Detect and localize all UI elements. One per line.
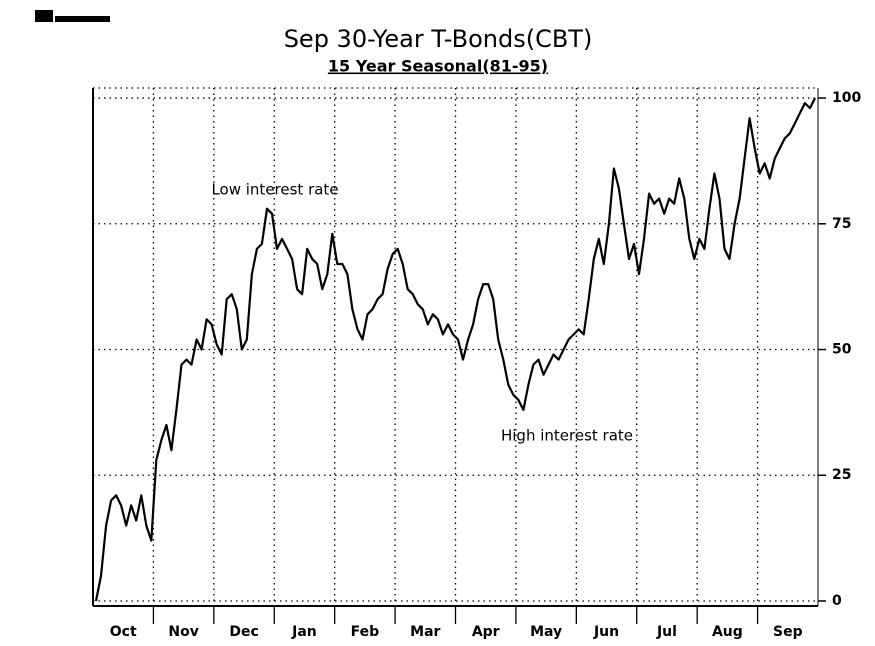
y-tick-label: 25	[832, 467, 851, 483]
chart-title: Sep 30-Year T-Bonds(CBT)	[284, 25, 593, 53]
x-tick-label: Feb	[351, 624, 380, 640]
y-tick-label: 50	[832, 342, 852, 358]
chart-subtitle: 15 Year Seasonal(81-95)	[328, 57, 548, 76]
logo-text	[55, 16, 110, 22]
x-tick-label: Apr	[472, 624, 500, 640]
x-tick-label: Jun	[593, 624, 619, 640]
x-tick-label: Oct	[110, 624, 137, 640]
x-tick-label: Aug	[712, 624, 743, 640]
annotation: Low interest rate	[211, 181, 338, 199]
x-tick-label: Dec	[229, 624, 258, 640]
y-tick-label: 0	[832, 593, 842, 609]
y-tick-label: 75	[832, 216, 851, 232]
annotation: High interest rate	[501, 427, 633, 445]
x-tick-label: Jan	[291, 624, 317, 640]
x-tick-label: May	[530, 624, 562, 640]
series-line	[94, 97, 816, 602]
x-tick-label: Jul	[656, 624, 677, 640]
x-tick-label: Mar	[410, 624, 440, 640]
x-tick-label: Sep	[773, 624, 803, 640]
logo	[35, 10, 53, 22]
x-tick-label: Nov	[168, 624, 198, 640]
y-tick-label: 100	[832, 90, 861, 106]
